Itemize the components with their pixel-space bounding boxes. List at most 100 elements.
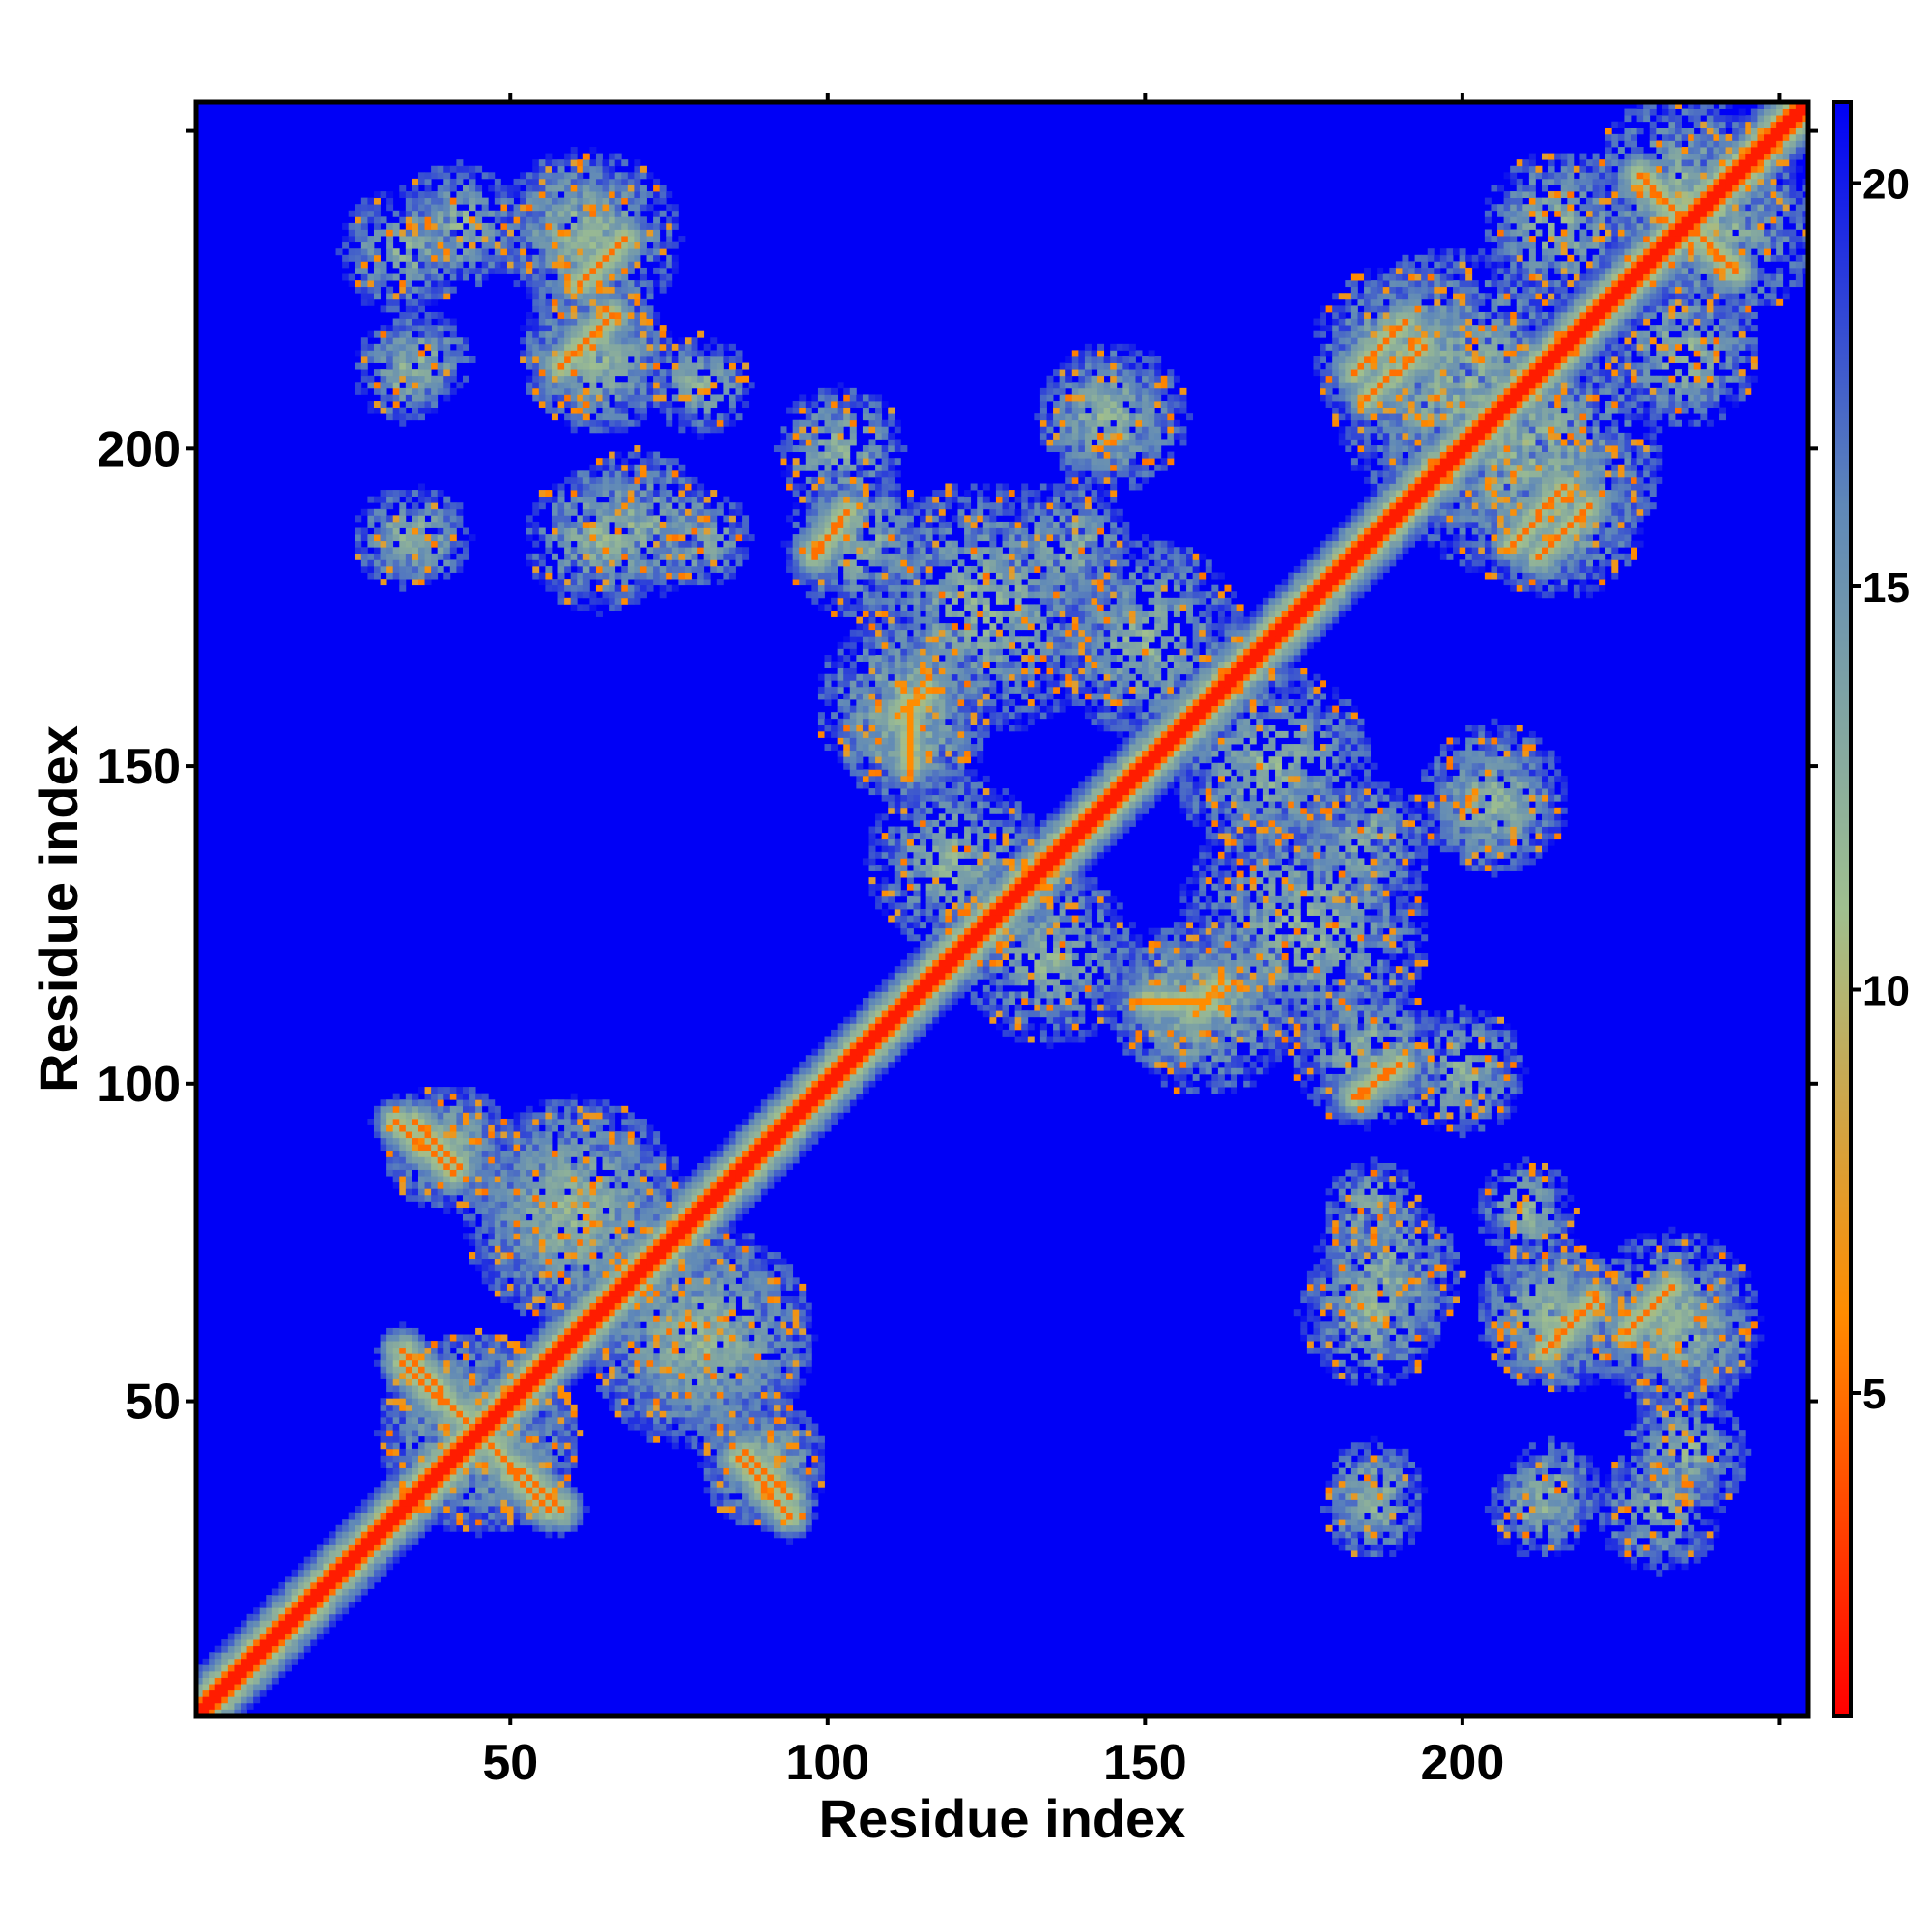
heatmap-cell (1579, 1245, 1586, 1252)
heatmap-cell (425, 1499, 432, 1506)
heatmap-cell (1643, 1296, 1650, 1303)
heatmap-cell (786, 1513, 793, 1520)
heatmap-cell (723, 1410, 729, 1417)
heatmap-cell (767, 1290, 774, 1296)
heatmap-cell (704, 1335, 711, 1342)
heatmap-cell (292, 1602, 298, 1608)
heatmap-cell (1707, 1290, 1714, 1296)
heatmap-cell (412, 1487, 418, 1493)
heatmap-cell (589, 1321, 596, 1328)
heatmap-cell (1656, 1487, 1662, 1493)
heatmap-cell (1396, 1239, 1403, 1246)
heatmap-cell (475, 1487, 482, 1493)
heatmap-cell (418, 1506, 425, 1513)
heatmap-cell (793, 1455, 800, 1462)
heatmap-cell (1522, 1360, 1529, 1367)
heatmap-cell (1491, 1493, 1497, 1500)
heatmap-cell (1662, 1303, 1669, 1310)
heatmap-cell (761, 1468, 768, 1475)
heatmap-cell (1593, 1499, 1600, 1506)
heatmap-cell (577, 1493, 583, 1500)
heatmap-cell (488, 1449, 495, 1456)
heatmap-cell (1668, 1239, 1675, 1246)
heatmap-cell (1586, 1348, 1593, 1354)
heatmap-cell (1535, 1277, 1542, 1284)
heatmap-cell (1567, 1341, 1574, 1348)
heatmap-cell (811, 1468, 818, 1475)
heatmap-cell (1402, 1373, 1408, 1379)
heatmap-cell (1332, 1373, 1339, 1379)
heatmap-cell (1339, 1341, 1346, 1348)
heatmap-cell (571, 1316, 578, 1322)
heatmap-cell (336, 1582, 343, 1589)
heatmap-cell (1574, 1264, 1580, 1271)
heatmap-cell (355, 1525, 361, 1532)
heatmap-cell (532, 1468, 539, 1475)
heatmap-cell (1345, 1525, 1351, 1532)
heatmap-cell (1339, 1296, 1346, 1303)
heatmap-cell (1624, 1474, 1631, 1481)
heatmap-cell (603, 1335, 610, 1342)
heatmap-cell (767, 1449, 774, 1456)
heatmap-cell (697, 1398, 704, 1405)
heatmap-cell (482, 1410, 489, 1417)
heatmap-cell (615, 1392, 622, 1399)
heatmap-cell (723, 1341, 729, 1348)
heatmap-cell (704, 1410, 711, 1417)
heatmap-cell (781, 1405, 787, 1411)
heatmap-cell (704, 1385, 711, 1392)
heatmap-cell (1389, 1328, 1396, 1335)
heatmap-cell (1643, 1360, 1650, 1367)
heatmap-cell (1650, 1442, 1657, 1449)
heatmap-cell (1377, 1513, 1383, 1520)
heatmap-cell (552, 1506, 558, 1513)
heatmap-cell (1491, 1328, 1497, 1335)
heatmap-cell (1719, 1430, 1726, 1436)
heatmap-cell (749, 1455, 755, 1462)
heatmap-cell (443, 1442, 450, 1449)
heatmap-cell (1668, 1290, 1675, 1296)
heatmap-cell (1599, 1341, 1605, 1348)
heatmap-cell (463, 1353, 469, 1360)
heatmap-cell (241, 1652, 247, 1659)
heatmap-cell (1504, 1328, 1511, 1335)
heatmap-cell (1757, 1335, 1764, 1342)
heatmap-cell (1522, 1525, 1529, 1532)
heatmap-cell (603, 1392, 610, 1399)
heatmap-cell (1579, 1360, 1586, 1367)
heatmap-cell (1371, 1468, 1378, 1475)
heatmap-cell (545, 1233, 552, 1239)
heatmap-cell (774, 1366, 781, 1373)
heatmap-cell (564, 1519, 571, 1525)
heatmap-cell (774, 1373, 781, 1379)
heatmap-cell (304, 1634, 311, 1640)
heatmap-cell (1631, 1245, 1637, 1252)
heatmap-cell (1713, 1316, 1719, 1322)
heatmap-cell (482, 1335, 489, 1342)
heatmap-cell (463, 1449, 469, 1456)
heatmap-cell (469, 1436, 476, 1443)
heatmap-cell (1618, 1277, 1625, 1284)
heatmap-cell (685, 1271, 692, 1278)
heatmap-cell (482, 1252, 489, 1259)
heatmap-cell (1599, 1373, 1605, 1379)
heatmap-cell (1694, 1316, 1701, 1322)
heatmap-cell (717, 1373, 724, 1379)
heatmap-cell (1599, 1296, 1605, 1303)
heatmap-cell (1700, 1462, 1707, 1468)
heatmap-cell (443, 1519, 450, 1525)
heatmap-cell (761, 1398, 768, 1405)
heatmap-cell (1402, 1493, 1408, 1500)
heatmap-cell (1713, 1449, 1719, 1456)
heatmap-cell (507, 1525, 514, 1532)
heatmap-cell (1357, 1303, 1364, 1310)
heatmap-cell (393, 1392, 400, 1399)
heatmap-cell (678, 1271, 685, 1278)
heatmap-cell (1326, 1506, 1333, 1513)
heatmap-cell (469, 1462, 476, 1468)
heatmap-cell (1605, 1303, 1612, 1310)
heatmap-cell (799, 1341, 806, 1348)
heatmap-cell (507, 1385, 514, 1392)
heatmap-cell (1332, 1366, 1339, 1373)
heatmap-cell (774, 1531, 781, 1538)
